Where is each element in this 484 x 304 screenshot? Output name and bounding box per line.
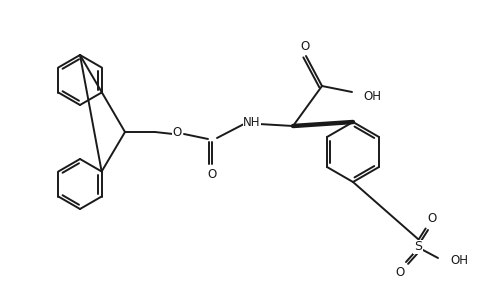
Text: OH: OH bbox=[363, 89, 381, 102]
Text: O: O bbox=[172, 126, 182, 140]
Text: NH: NH bbox=[243, 116, 261, 130]
Text: O: O bbox=[395, 267, 405, 279]
Text: OH: OH bbox=[450, 254, 468, 268]
Text: O: O bbox=[301, 40, 310, 53]
Text: S: S bbox=[414, 240, 422, 254]
Text: O: O bbox=[207, 168, 217, 181]
Text: O: O bbox=[427, 212, 437, 224]
